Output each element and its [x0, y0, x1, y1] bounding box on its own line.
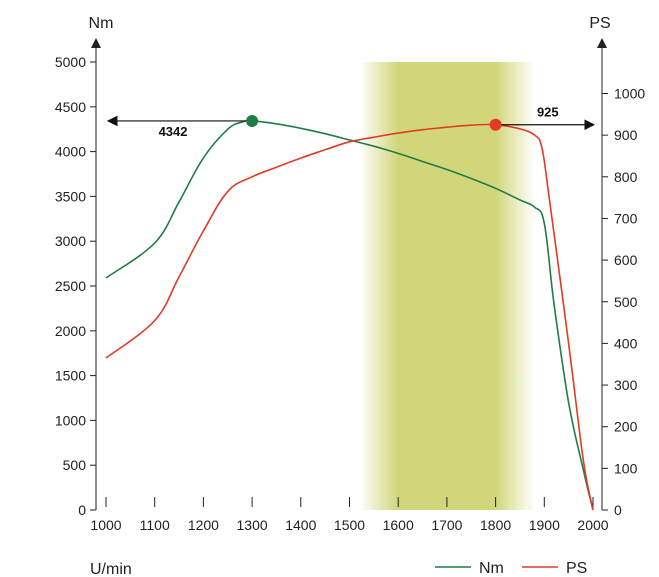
legend-label-ps: PS: [566, 560, 587, 577]
y-right-tick-label: 1000: [614, 86, 645, 102]
peak-label-ps: 925: [537, 105, 559, 120]
legend: Nm PS: [435, 560, 587, 577]
x-tick-label: 1000: [90, 517, 121, 533]
y-right-tick-label: 600: [614, 252, 638, 268]
x-tick-label: 1800: [480, 517, 511, 533]
y-right-tick-label: 500: [614, 294, 638, 310]
y-right-axis-label: PS: [589, 15, 610, 32]
x-tick-label: 1700: [431, 517, 462, 533]
x-tick-label: 1100: [140, 517, 170, 533]
y-left-tick-label: 4000: [55, 144, 86, 160]
annotation-layer: 4342 925: [106, 105, 596, 139]
x-axis-label: U/min: [90, 561, 132, 577]
x-tick-label: 1300: [237, 517, 268, 533]
y-right-tick-label: 300: [614, 377, 638, 393]
x-tick-label: 1500: [334, 517, 365, 533]
peak-marker-nm: [246, 114, 259, 127]
y-left-tick-label: 1500: [55, 368, 86, 384]
y-left-tick-label: 0: [78, 502, 86, 518]
x-tick-label: 1900: [529, 517, 560, 533]
y-left-tick-label: 3000: [55, 233, 86, 249]
y-left-tick-label: 2500: [55, 278, 86, 294]
series-line-ps: [105, 123, 594, 511]
y-left-tick-label: 2000: [55, 323, 86, 339]
legend-label-nm: Nm: [479, 560, 504, 577]
y-left-tick-label: 4500: [55, 99, 86, 115]
y-right-tick-label: 0: [614, 502, 622, 518]
y-left-axis-arrow: [91, 38, 101, 48]
y-right-tick-label: 100: [614, 460, 638, 476]
peak-label-nm: 4342: [159, 124, 188, 139]
y-right-tick-label: 400: [614, 335, 638, 351]
y-right-axis-arrow: [597, 38, 607, 48]
series-line-nm: [105, 119, 594, 511]
y-right-tick-label: 900: [614, 127, 638, 143]
x-tick-label: 1600: [383, 517, 414, 533]
y-left-tick-label: 500: [63, 457, 87, 473]
y-left-tick-label: 3500: [55, 188, 86, 204]
peak-marker-ps: [489, 118, 502, 131]
x-tick-label: 2000: [577, 517, 608, 533]
y-right-tick-label: 700: [614, 210, 638, 226]
axes-layer: 0500100015002000250030003500400045005000…: [55, 38, 645, 533]
y-left-tick-label: 5000: [55, 54, 86, 70]
highlight-band: [359, 62, 535, 510]
x-tick-label: 1200: [188, 517, 219, 533]
y-right-tick-label: 800: [614, 169, 638, 185]
x-tick-label: 1400: [285, 517, 316, 533]
y-left-tick-label: 1000: [55, 412, 86, 428]
series-layer: [105, 119, 594, 511]
highlight-band-layer: [359, 62, 535, 510]
y-left-axis-label: Nm: [89, 15, 114, 32]
y-right-tick-label: 200: [614, 419, 638, 435]
